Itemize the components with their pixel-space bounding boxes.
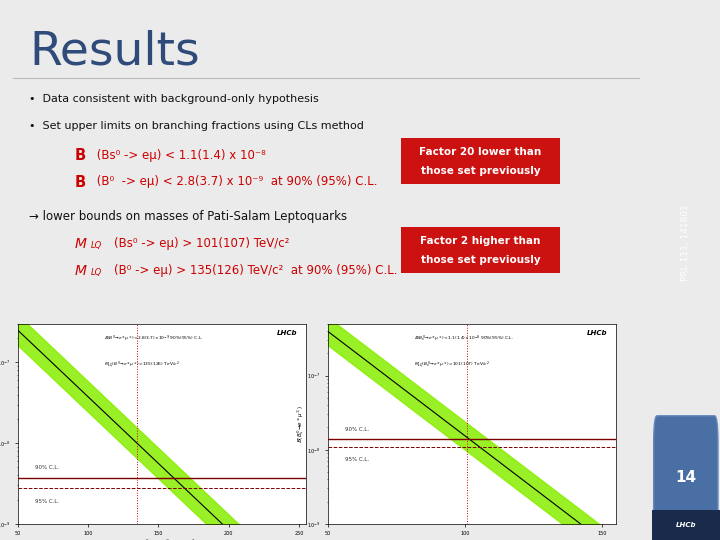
Text: B: B [75,148,86,164]
Text: B: B [75,175,86,190]
Text: 95% C.L.: 95% C.L. [35,500,60,504]
Text: •  Set upper limits on branching fractions using CLs method: • Set upper limits on branching fraction… [30,121,364,131]
Text: those set previously: those set previously [420,255,541,265]
Text: $M_{LQ}(B_s^0\!\to\! e^\pm\mu^\mp)\!>\!101(107)\ \mathrm{TeV}/c^2$: $M_{LQ}(B_s^0\!\to\! e^\pm\mu^\mp)\!>\!1… [414,360,490,370]
Text: Factor 20 lower than: Factor 20 lower than [420,147,541,157]
Text: LHCb: LHCb [277,330,297,336]
Text: LQ: LQ [91,241,102,250]
Text: → lower bounds on masses of Pati-Salam Leptoquarks: → lower bounds on masses of Pati-Salam L… [30,210,348,222]
Text: (B⁰ -> eμ) > 135(126) TeV/c²  at 90% (95%) C.L.: (B⁰ -> eμ) > 135(126) TeV/c² at 90% (95%… [114,264,397,276]
Text: Results: Results [30,30,200,75]
Text: 90% C.L.: 90% C.L. [35,465,60,470]
Text: LQ: LQ [91,268,102,277]
Text: (B⁰  -> eμ) < 2.8(3.7) x 10⁻⁹  at 90% (95%) C.L.: (B⁰ -> eμ) < 2.8(3.7) x 10⁻⁹ at 90% (95%… [93,175,378,188]
Text: M: M [75,264,87,278]
Text: (Bs⁰ -> eμ) < 1.1(1.4) x 10⁻⁸: (Bs⁰ -> eμ) < 1.1(1.4) x 10⁻⁸ [93,148,266,161]
Text: $M_{LQ}(B^0\!\to\! e^\pm\mu^\mp)\!>\!135(126)\ \mathrm{TeV}/c^2$: $M_{LQ}(B^0\!\to\! e^\pm\mu^\mp)\!>\!135… [104,360,180,370]
Text: •  Data consistent with background-only hypothesis: • Data consistent with background-only h… [30,94,319,105]
Text: 14: 14 [675,470,696,485]
Bar [401,138,560,184]
X-axis label: $M_{LQ}\ (B^0\!\to\! e^\pm\mu^\mp)\ [\mathrm{TeV}/c^2]$: $M_{LQ}\ (B^0\!\to\! e^\pm\mu^\mp)\ [\ma… [127,538,197,540]
FancyBboxPatch shape [654,416,718,540]
Text: $\mathcal{B}(B_s^0\!\to\! e^\pm\mu^\mp)\!<\!1.1(1.4)\!\times\!10^{-8}$ 90%(95%) : $\mathcal{B}(B_s^0\!\to\! e^\pm\mu^\mp)\… [414,334,514,345]
Text: those set previously: those set previously [420,166,541,176]
Text: (Bs⁰ -> eμ) > 101(107) TeV/c²: (Bs⁰ -> eμ) > 101(107) TeV/c² [114,237,289,249]
Y-axis label: $\mathcal{B}(B_s^0\!\to\! e^\pm\mu^\mp)$: $\mathcal{B}(B_s^0\!\to\! e^\pm\mu^\mp)$ [294,404,305,443]
Text: M: M [75,237,87,251]
Bar [401,227,560,273]
Text: 95% C.L.: 95% C.L. [345,457,369,462]
Bar [652,510,720,540]
X-axis label: $M_{LQ}\ (B_s^0\!\to\! e^\pm\mu^\mp)\ [\mathrm{TeV}/c^2]$: $M_{LQ}\ (B_s^0\!\to\! e^\pm\mu^\mp)\ [\… [436,538,507,540]
Text: LHCb: LHCb [587,330,607,336]
Text: Factor 2 higher than: Factor 2 higher than [420,237,541,246]
Text: $\mathcal{B}(B^0\!\to\! e^\pm\mu^\mp)\!<\!2.8(3.7)\!\times\!10^{-9}$ 90%(95%) C.: $\mathcal{B}(B^0\!\to\! e^\pm\mu^\mp)\!<… [104,334,204,345]
Text: LHCb: LHCb [675,522,696,528]
Text: 90% C.L.: 90% C.L. [345,427,369,432]
Text: PRL 111, 141801: PRL 111, 141801 [681,205,690,281]
